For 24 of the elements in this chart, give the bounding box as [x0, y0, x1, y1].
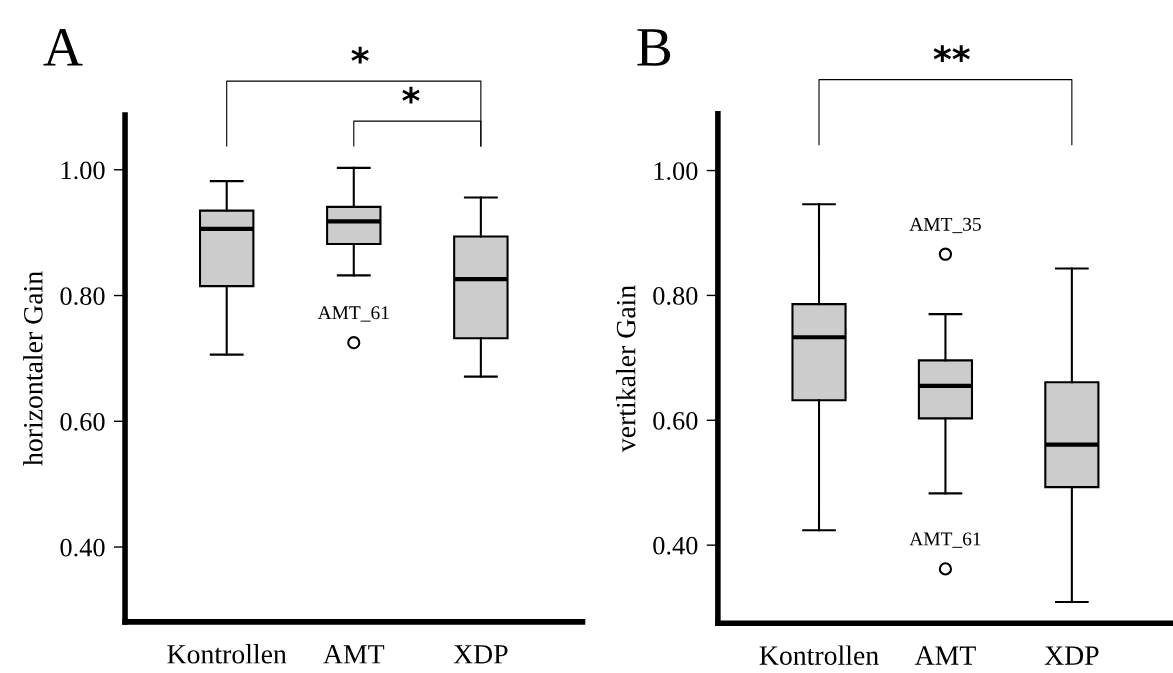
x-tick-label: AMT [323, 645, 385, 664]
y-tick-label: 0.80 [60, 287, 105, 306]
annotation: AMT_35 [909, 217, 981, 234]
y-tick-label: 0.60 [653, 411, 698, 430]
x-tick-label: XDP [453, 645, 508, 664]
y-tick-label: 0.60 [60, 412, 105, 431]
y-axis-title: vertikaler Gain [615, 285, 636, 453]
annotation: AMT_61 [909, 532, 981, 548]
y-tick-label: 0.40 [653, 536, 698, 555]
y-tick-label: 1.00 [61, 161, 105, 180]
y-tick-label: 0.40 [60, 538, 105, 557]
chart-title: B [637, 29, 671, 66]
chart-title: A [43, 28, 83, 66]
text: * [351, 46, 369, 64]
y-tick-label: 0.80 [653, 287, 698, 305]
y-tick-label: 1.00 [654, 162, 698, 181]
x-tick-label: Kontrollen [167, 644, 287, 664]
x-tick-label: AMT [914, 646, 976, 665]
text: * [402, 86, 420, 104]
x-tick-label: XDP [1044, 646, 1099, 665]
text: ** [933, 45, 970, 63]
y-axis-title: horizontaler Gain [23, 271, 43, 466]
annotation: AMT_61 [317, 306, 389, 322]
x-tick-label: Kontrollen [759, 645, 879, 665]
